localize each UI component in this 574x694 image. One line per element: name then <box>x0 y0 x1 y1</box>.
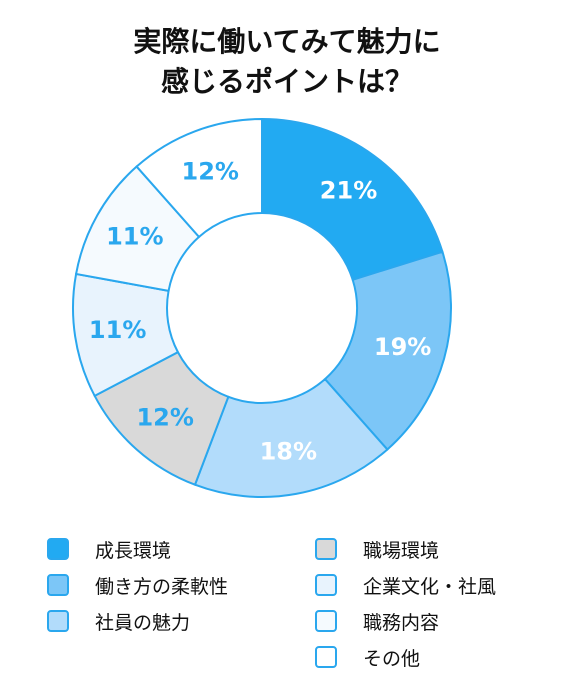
legend-label: その他 <box>363 647 421 670</box>
legend-label: 職務内容 <box>363 611 440 634</box>
legend-swatch <box>47 574 69 596</box>
slice-label-5: 11% <box>89 316 146 344</box>
donut-slice-1 <box>261 117 444 281</box>
slice-label-4: 12% <box>136 403 193 431</box>
donut-chart: 21% 19% 18% 12% 11% 11% 12% <box>72 117 452 498</box>
legend-label: 職場環境 <box>363 539 440 562</box>
chart-title-line-2: 感じるポイントは？ <box>160 65 413 98</box>
legend-label: 成長環境 <box>95 539 172 562</box>
slice-label-3: 18% <box>260 438 317 466</box>
legend-swatch <box>315 574 337 596</box>
legend-item-hatarakikata: 働き方の柔軟性 <box>47 570 228 600</box>
legend-label: 働き方の柔軟性 <box>95 575 229 598</box>
legend-swatch <box>315 610 337 632</box>
legend-swatch <box>315 646 337 668</box>
chart-title-line-1: 実際に働いてみて魅力に <box>133 25 441 58</box>
slice-label-7: 12% <box>182 157 239 185</box>
chart-title: 実際に働いてみて魅力に 感じるポイントは？ <box>0 22 574 102</box>
donut-slice-3 <box>193 377 389 498</box>
legend-swatch <box>47 610 69 632</box>
legend-item-seichou-kankyou: 成長環境 <box>47 534 171 564</box>
legend-swatch <box>47 538 69 560</box>
slice-label-6: 11% <box>106 222 163 250</box>
legend-item-kigyou-bunka: 企業文化・社風 <box>315 570 496 600</box>
slice-label-1: 21% <box>320 176 377 204</box>
donut-slice-2 <box>323 250 452 451</box>
legend-item-shokuba-kankyou: 職場環境 <box>315 534 439 564</box>
legend-label: 社員の魅力 <box>95 611 191 634</box>
donut-slice-7 <box>135 117 263 239</box>
legend-item-shain-no-miryoku: 社員の魅力 <box>47 606 190 636</box>
legend-item-shokumu-naiyou: 職務内容 <box>315 606 439 636</box>
legend-swatch <box>315 538 337 560</box>
slice-label-2: 19% <box>374 333 431 361</box>
legend-item-sonota: その他 <box>315 642 420 672</box>
legend-label: 企業文化・社風 <box>363 575 497 598</box>
